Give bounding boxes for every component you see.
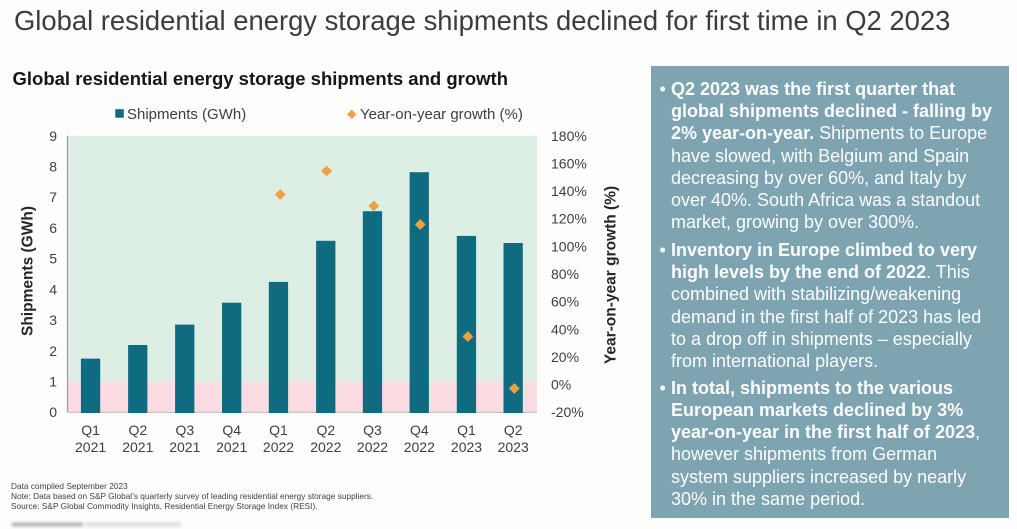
svg-text:Q1: Q1 [81,422,100,438]
svg-text:1: 1 [49,374,57,390]
svg-text:Q2: Q2 [316,422,335,438]
svg-text:2021: 2021 [216,439,247,455]
svg-text:Shipments (GWh): Shipments (GWh) [127,106,246,123]
svg-text:40%: 40% [551,321,579,337]
svg-text:9: 9 [49,128,57,144]
svg-text:Q1: Q1 [457,422,476,438]
svg-text:-20%: -20% [551,404,584,420]
svg-text:2022: 2022 [404,439,435,455]
svg-text:180%: 180% [551,128,587,144]
svg-text:2021: 2021 [122,439,153,455]
svg-text:2023: 2023 [451,439,482,455]
svg-text:2022: 2022 [310,439,341,455]
svg-text:2022: 2022 [263,439,294,455]
svg-text:Year-on-year growth (%): Year-on-year growth (%) [360,106,523,123]
svg-text:0%: 0% [551,377,571,393]
svg-text:Q3: Q3 [175,422,194,438]
svg-text:0: 0 [49,404,57,420]
svg-text:160%: 160% [551,155,587,171]
svg-text:4: 4 [49,281,57,297]
svg-text:100%: 100% [551,238,587,254]
svg-text:Q4: Q4 [410,422,429,438]
svg-text:Q4: Q4 [222,422,241,438]
svg-text:Shipments (GWh): Shipments (GWh) [20,206,37,336]
svg-text:3: 3 [49,312,57,328]
svg-text:Q1: Q1 [269,422,288,438]
svg-text:2022: 2022 [357,439,388,455]
svg-text:120%: 120% [551,211,587,227]
svg-text:2021: 2021 [169,439,200,455]
svg-text:140%: 140% [551,183,587,199]
svg-text:8: 8 [49,159,57,175]
svg-text:2: 2 [49,343,57,359]
svg-text:5: 5 [49,251,57,267]
svg-text:Q3: Q3 [363,422,382,438]
svg-text:2023: 2023 [498,439,529,455]
svg-text:6: 6 [49,220,57,236]
svg-text:Q2: Q2 [128,422,147,438]
svg-text:80%: 80% [551,266,579,282]
svg-text:60%: 60% [551,294,579,310]
svg-text:7: 7 [49,189,57,205]
svg-text:20%: 20% [551,349,579,365]
svg-text:Q2: Q2 [504,422,523,438]
svg-text:2021: 2021 [75,439,106,455]
svg-text:Year-on-year growth (%): Year-on-year growth (%) [603,186,620,364]
